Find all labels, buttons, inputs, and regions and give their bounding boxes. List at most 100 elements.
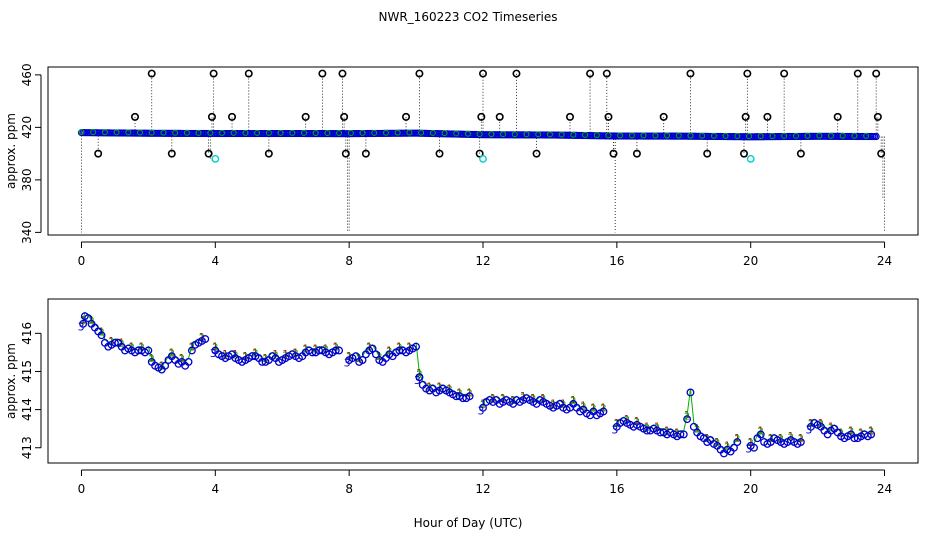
outlier-point <box>415 69 424 78</box>
x-tick-label: 4 <box>211 482 219 496</box>
baseline-point-green <box>254 129 261 136</box>
series-2-marker: 2 <box>600 404 606 415</box>
y-tick-label: 415 <box>20 360 34 383</box>
baseline-point-green <box>710 132 717 139</box>
series-2-marker: 2 <box>724 442 730 453</box>
series-3-point <box>730 443 738 452</box>
series-2-marker: 2 <box>212 343 218 354</box>
baseline-point-green <box>359 129 366 136</box>
series-3-point <box>756 430 765 439</box>
series-2-marker: 2 <box>80 316 86 327</box>
outlier-point <box>475 149 484 158</box>
baseline-point-green <box>418 129 425 136</box>
y-axis-title: approx. ppm <box>4 113 18 189</box>
baseline-point-green <box>183 129 190 136</box>
outlier-point <box>873 112 882 121</box>
series-2-marker: 2 <box>333 343 339 354</box>
flagged-point <box>479 154 487 163</box>
y-tick-label: 340 <box>20 221 34 244</box>
segment-start-label: 3 <box>478 404 485 417</box>
baseline-point-green <box>394 129 401 136</box>
baseline-point-green <box>839 132 846 139</box>
series-2-marker: 2 <box>684 411 690 422</box>
series-3-point <box>689 422 698 431</box>
baseline-point-green <box>371 129 378 136</box>
y-axis: 340 380 420 460 <box>20 63 42 244</box>
series-2-marker: 2 <box>252 348 258 359</box>
outlier-point <box>340 112 349 121</box>
series-2-marker: 2 <box>634 417 640 428</box>
series-2-marker: 2 <box>748 438 754 449</box>
series-2-marker: 2 <box>758 427 764 438</box>
x-axis: 0 4 8 12 16 20 24 <box>78 241 892 268</box>
segment-start-label: 3 <box>78 320 85 333</box>
y-tick-label: 413 <box>20 436 34 459</box>
series-3-point <box>750 443 758 452</box>
baseline-point-green <box>488 131 495 138</box>
y-tick-label: 416 <box>20 322 34 345</box>
x-tick-label: 20 <box>743 254 758 268</box>
series-2-marker: 2 <box>149 354 155 365</box>
outlier-point <box>602 69 611 78</box>
baseline-point-green <box>148 129 155 136</box>
baseline-point-green <box>78 128 85 135</box>
segment-start-label: 3 <box>344 357 351 370</box>
series-2-marker: 2 <box>868 427 874 438</box>
series-3-point <box>144 346 153 355</box>
flagged-point <box>211 154 220 163</box>
baseline-point-green <box>792 132 799 139</box>
baseline-point-green <box>546 131 553 138</box>
baseline-point-green <box>582 131 589 138</box>
baseline-point-green <box>500 131 507 138</box>
baseline-point-green <box>347 130 354 137</box>
baseline-point-green <box>523 131 530 138</box>
outlier-point <box>209 69 218 78</box>
x-tick-label: 16 <box>609 482 624 496</box>
baseline-point-green <box>757 133 764 140</box>
series-3-point <box>331 346 340 355</box>
x-tick-label: 0 <box>78 482 86 496</box>
x-axis-title: Hour of Day (UTC) <box>414 516 523 530</box>
series-2-marker: 2 <box>466 388 472 399</box>
outlier-point <box>739 149 748 158</box>
segment-start-label: 3 <box>611 423 618 436</box>
outlier-point <box>796 149 805 158</box>
series-3-point <box>679 430 688 439</box>
series-2-marker: 2 <box>88 316 94 327</box>
segment-start-label: 3 <box>210 347 217 360</box>
x-tick-label: 0 <box>78 254 86 268</box>
baseline-point-green <box>687 132 694 139</box>
baseline-point-green <box>277 129 284 136</box>
series-2-marker: 2 <box>734 434 740 445</box>
series-3-point <box>201 335 210 343</box>
series-2-marker: 2 <box>456 388 462 399</box>
series-2-marker: 2 <box>798 434 804 445</box>
baseline-point-green <box>137 129 144 136</box>
outlier-point <box>341 149 350 158</box>
series-3-point <box>683 415 692 424</box>
x-tick-label: 20 <box>743 482 758 496</box>
baseline-point-green <box>289 129 296 136</box>
series-3-point <box>867 430 876 439</box>
outlier-point <box>301 112 310 121</box>
baseline-point-green <box>605 132 612 139</box>
series-3-point <box>415 373 424 382</box>
baseline-point-green <box>406 129 413 136</box>
series-2-marker: 2 <box>848 427 854 438</box>
baseline-point-green <box>628 132 635 139</box>
series-3-point <box>465 392 474 401</box>
series-3-point <box>84 314 93 323</box>
y-tick-label: 414 <box>20 398 34 421</box>
baseline-point-green <box>617 132 624 139</box>
outlier-point <box>743 69 752 78</box>
top-panel: 0 4 8 12 16 20 24 340 380 420 460 approx. ppm <box>4 63 919 268</box>
baseline-point-green <box>230 129 237 136</box>
baseline-point-green <box>476 130 483 137</box>
baseline-point-green <box>734 133 741 140</box>
outlier-point <box>264 149 273 158</box>
segment-start-label: 3 <box>805 423 812 436</box>
baseline-point-green <box>851 132 858 139</box>
series-2-marker: 2 <box>139 343 145 354</box>
baseline-point-green <box>113 129 120 136</box>
